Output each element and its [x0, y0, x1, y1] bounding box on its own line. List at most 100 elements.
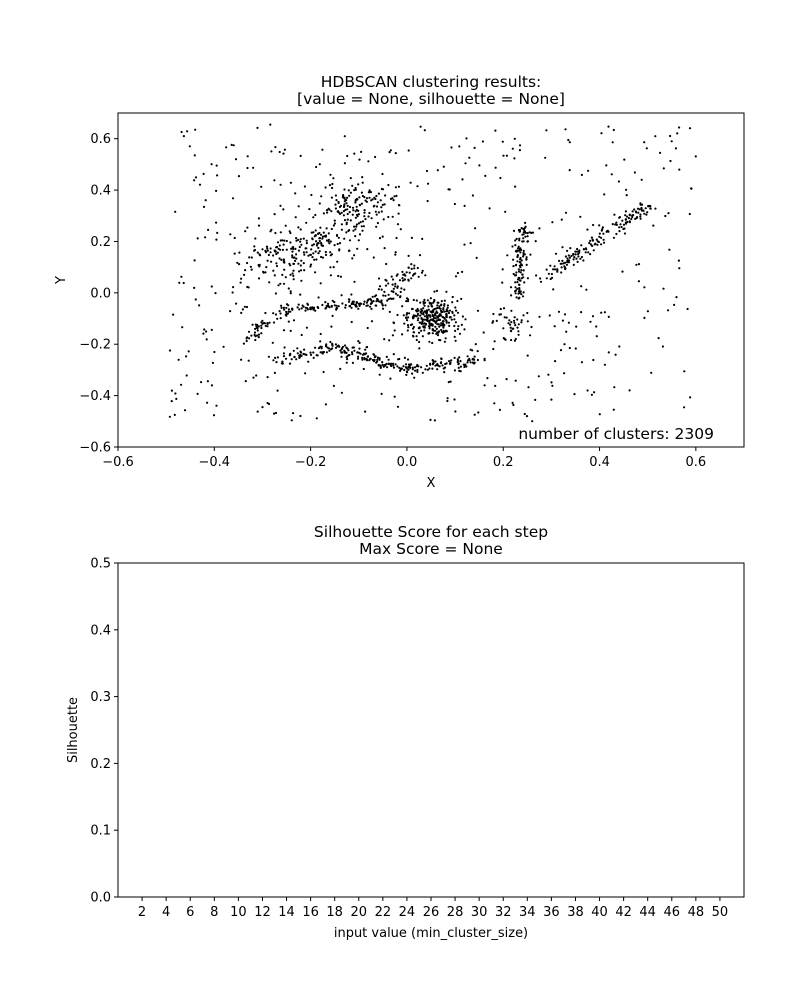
- scatter-point: [570, 254, 573, 258]
- scatter-point: [516, 318, 519, 321]
- scatter-point: [427, 308, 430, 311]
- scatter-point: [283, 148, 286, 151]
- scatter-point: [260, 326, 263, 330]
- scatter-point: [264, 324, 267, 327]
- scatter-point: [514, 185, 517, 188]
- scatter-point: [233, 236, 236, 240]
- scatter-point: [516, 326, 519, 329]
- scatter-point: [549, 277, 552, 281]
- scatter-point: [471, 194, 474, 197]
- silhouette-x-tick-label: 42: [615, 905, 632, 920]
- scatter-point: [278, 310, 281, 313]
- scatter-point: [299, 238, 302, 241]
- scatter-point: [427, 305, 430, 308]
- scatter-point: [204, 199, 207, 202]
- scatter-point: [530, 325, 533, 329]
- scatter-point: [522, 314, 525, 317]
- scatter-point: [332, 177, 335, 180]
- scatter-point: [250, 334, 253, 337]
- scatter-point: [398, 279, 402, 282]
- scatter-point: [426, 315, 429, 318]
- scatter-point: [291, 256, 294, 259]
- scatter-point: [607, 351, 610, 354]
- scatter-point: [305, 251, 308, 254]
- scatter-point: [394, 285, 397, 288]
- scatter-point: [463, 364, 466, 367]
- scatter-point: [348, 194, 351, 197]
- scatter-point: [351, 361, 354, 364]
- scatter-point: [428, 319, 431, 322]
- scatter-point: [513, 321, 516, 324]
- scatter-point: [357, 213, 360, 216]
- scatter-point: [406, 312, 409, 315]
- scatter-point: [635, 217, 638, 220]
- scatter-point: [601, 228, 604, 231]
- scatter-point: [320, 255, 323, 259]
- scatter-point: [401, 270, 404, 273]
- scatter-point: [322, 350, 325, 354]
- scatter-point: [519, 279, 522, 282]
- scatter-point: [514, 290, 517, 293]
- scatter-point: [478, 164, 481, 167]
- scatter-point: [404, 363, 408, 366]
- scatter-point: [512, 319, 516, 322]
- scatter-point: [427, 325, 430, 328]
- scatter-y-tick-label: −0.2: [79, 338, 111, 353]
- scatter-point: [324, 186, 327, 189]
- scatter-point: [361, 220, 365, 223]
- scatter-point: [563, 372, 566, 375]
- scatter-point: [312, 252, 315, 255]
- scatter-point: [275, 252, 278, 256]
- scatter-point: [437, 364, 440, 367]
- silhouette-y-tick-label: 0.3: [90, 690, 111, 705]
- scatter-point: [519, 271, 522, 274]
- scatter-point: [420, 309, 424, 312]
- scatter-point: [454, 339, 457, 342]
- scatter-point: [240, 311, 243, 314]
- scatter-point: [433, 298, 436, 302]
- scatter-point: [175, 397, 178, 400]
- scatter-point: [352, 229, 355, 232]
- scatter-point: [260, 185, 263, 188]
- scatter-point: [518, 149, 522, 152]
- scatter-point: [592, 249, 595, 252]
- scatter-point: [320, 347, 323, 350]
- scatter-point: [431, 328, 434, 331]
- scatter-point: [375, 205, 379, 208]
- scatter-point: [547, 272, 551, 275]
- scatter-point: [289, 264, 292, 267]
- scatter-point: [576, 250, 579, 253]
- scatter-point: [463, 365, 466, 369]
- scatter-point: [631, 215, 634, 219]
- scatter-point: [580, 173, 584, 176]
- scatter-point: [303, 253, 306, 256]
- scatter-point: [279, 317, 282, 320]
- silhouette-x-axis: 2 4 6 8 10 12 14 16 18 20 22 24 26 28 30 32 34 36 38 40 42 44…: [138, 897, 728, 920]
- scatter-point: [405, 300, 408, 303]
- scatter-point: [331, 314, 334, 317]
- scatter-point: [469, 242, 472, 245]
- scatter-point: [180, 275, 183, 278]
- scatter-point: [273, 213, 276, 216]
- scatter-point: [547, 373, 550, 376]
- scatter-point: [256, 251, 259, 254]
- silhouette-y-tick-label: 0.5: [90, 557, 111, 572]
- scatter-point: [309, 263, 313, 266]
- scatter-point: [254, 323, 257, 326]
- scatter-point: [297, 205, 300, 208]
- scatter-point: [333, 219, 336, 222]
- scatter-point: [378, 237, 382, 240]
- scatter-point: [300, 354, 303, 357]
- scatter-point: [377, 288, 380, 291]
- scatter-point: [639, 213, 642, 216]
- scatter-point: [314, 234, 317, 237]
- scatter-point: [254, 335, 257, 338]
- scatter-y-axis-label: Y: [54, 276, 69, 285]
- scatter-point: [293, 355, 296, 359]
- scatter-point: [319, 233, 323, 236]
- scatter-point: [412, 273, 415, 276]
- scatter-point: [350, 320, 353, 324]
- silhouette-x-tick-label: 36: [543, 905, 560, 920]
- scatter-point: [282, 152, 285, 155]
- scatter-point: [624, 218, 628, 221]
